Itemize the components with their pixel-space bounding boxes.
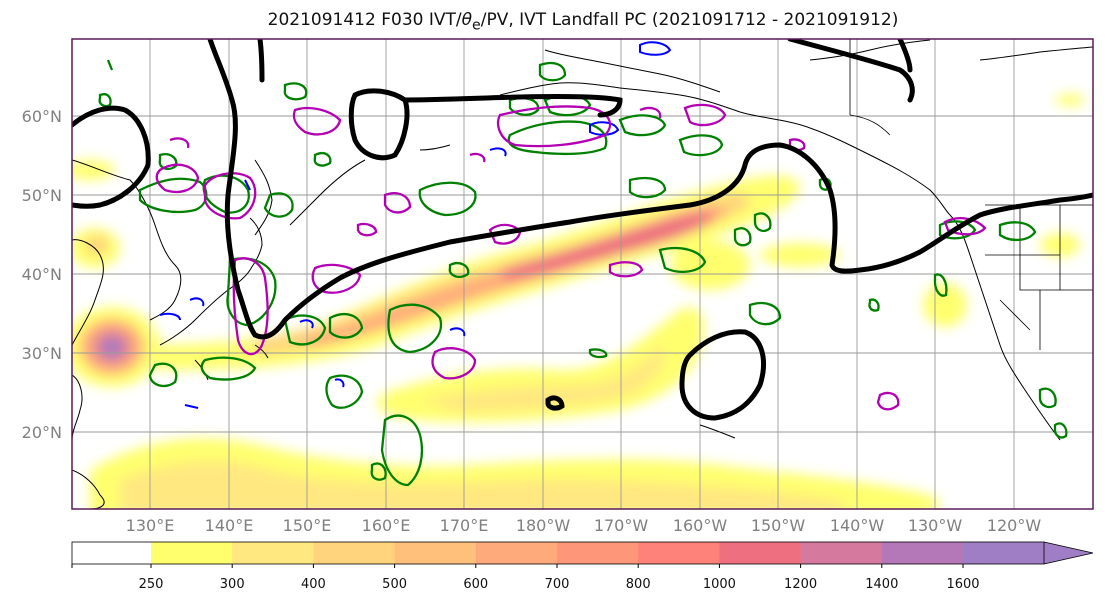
colorbar-segment-1200 <box>800 542 883 564</box>
colorbar-tick-label-800: 800 <box>626 577 651 592</box>
colorbar-tick-label-600: 600 <box>463 577 488 592</box>
colorbar-segment-700 <box>557 542 639 564</box>
colorbar-segment-500 <box>394 542 477 564</box>
lon-label-130e: 130°E <box>126 516 175 535</box>
lon-label-180w: 180°W <box>516 516 571 535</box>
colorbar-tick-label-1200: 1200 <box>784 577 817 592</box>
coastlines <box>72 39 1093 509</box>
lon-label-170e: 170°E <box>440 516 489 535</box>
colorbar-segment-800 <box>638 542 720 564</box>
lon-label-170w: 170°W <box>594 516 649 535</box>
lon-label-140e: 140°E <box>205 516 254 535</box>
lon-label-160w: 160°W <box>673 516 728 535</box>
pv-contours <box>72 39 1093 421</box>
lon-label-130w: 130°W <box>908 516 963 535</box>
lon-label-150e: 150°E <box>283 516 332 535</box>
colorbar-tick-label-250: 250 <box>139 577 164 592</box>
colorbar-extend-arrow <box>1044 542 1093 564</box>
lat-label-40: 40°N <box>22 265 62 284</box>
colorbar-tick-label-400: 400 <box>301 577 326 592</box>
colorbar-tick-label-1600: 1600 <box>946 577 979 592</box>
colorbar-segment-250 <box>151 542 233 564</box>
ivt-magenta-contours <box>155 103 987 411</box>
lon-label-140w: 140°W <box>830 516 885 535</box>
pv-blue-contours <box>159 41 672 409</box>
colorbar-segment-1400 <box>881 542 964 564</box>
lat-label-20: 20°N <box>22 423 62 442</box>
lon-label-160e: 160°E <box>362 516 411 535</box>
colorbar-tick-label-1000: 1000 <box>703 577 736 592</box>
colorbar-tick-label-1400: 1400 <box>865 577 898 592</box>
longitude-labels: 130°E 140°E 150°E 160°E 170°E 180°W 170°… <box>126 516 1042 535</box>
colorbar-segment-below-250 <box>72 542 151 564</box>
lon-label-120w: 120°W <box>987 516 1042 535</box>
colorbar-tick-label-700: 700 <box>545 577 570 592</box>
lat-label-30: 30°N <box>22 344 62 363</box>
colorbar-tick-label-500: 500 <box>382 577 407 592</box>
ivt-shading <box>72 94 1085 509</box>
colorbar-outline <box>71 541 1045 565</box>
colorbar-tick-label-300: 300 <box>220 577 245 592</box>
plot-title: 2021091412 F030 IVT/θe/PV, IVT Landfall … <box>267 10 899 34</box>
colorbar-segment-400 <box>313 542 396 564</box>
colorbar: 250 300 400 500 600 700 800 1000 1200 1400 1600 <box>71 541 1094 592</box>
map-frame <box>71 38 1094 510</box>
colorbar-segment-1000 <box>719 542 802 564</box>
borders <box>849 39 1093 350</box>
lon-label-150w: 150°W <box>751 516 806 535</box>
latitude-labels: 60°N 50°N 40°N 30°N 20°N <box>22 107 62 442</box>
colorbar-segment-1600 <box>963 542 1044 564</box>
lat-label-60: 60°N <box>22 107 62 126</box>
lat-label-50: 50°N <box>22 186 62 205</box>
colorbar-segment-300 <box>232 542 314 564</box>
colorbar-segment-600 <box>475 542 558 564</box>
